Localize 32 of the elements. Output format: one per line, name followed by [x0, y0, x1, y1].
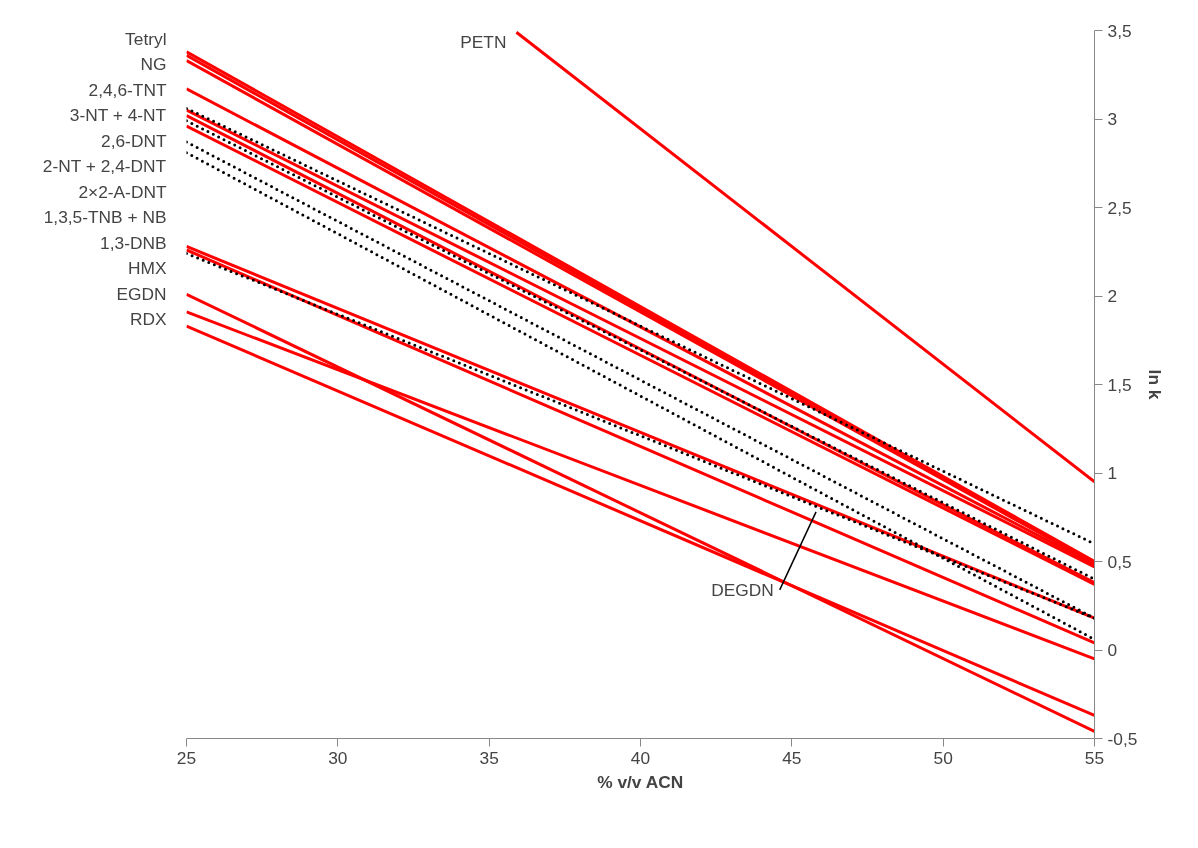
text: 2,4,6-TNT: [88, 79, 167, 100]
x-tick-label: 50: [933, 747, 953, 768]
x-tick-label: 35: [479, 747, 499, 768]
y-axis-title: ln k: [1145, 369, 1166, 400]
y-tick-label: 3,5: [1107, 20, 1132, 41]
text: 2,6-DNT: [101, 130, 167, 151]
y-tick-label: 0: [1107, 640, 1118, 660]
text: EGDN: [116, 283, 167, 304]
text: Tetryl: [125, 28, 167, 49]
y-tick-label: 3: [1107, 109, 1118, 129]
x-tick-label: 45: [782, 747, 802, 768]
y-tick-label: 2: [1107, 286, 1118, 306]
text: 2×2-A-DNT: [78, 181, 167, 202]
text: 1,3-DNB: [100, 232, 167, 253]
x-tick-label: 25: [176, 747, 197, 768]
x-tick-label: 40: [630, 747, 651, 768]
text: 3-NT + 4-NT: [69, 105, 167, 126]
y-tick-label: -0,5: [1107, 728, 1138, 749]
y-tick-label: 0,5: [1107, 551, 1132, 572]
text: HMX: [127, 258, 167, 279]
y-tick-label: 1,5: [1107, 374, 1132, 395]
annotation: PETN: [460, 32, 507, 53]
text: RDX: [129, 309, 167, 330]
x-tick-label: 30: [328, 747, 348, 768]
annotation: DEGDN: [711, 579, 774, 600]
y-tick-label: 1: [1107, 463, 1118, 483]
text: NG: [140, 54, 167, 75]
x-tick-label: 55: [1084, 747, 1105, 768]
x-axis-title: % v/v ACN: [597, 771, 684, 792]
y-tick-label: 2,5: [1107, 197, 1132, 218]
text: 2-NT + 2,4-DNT: [42, 156, 167, 177]
text: 1,3,5-TNB + NB: [43, 207, 167, 228]
